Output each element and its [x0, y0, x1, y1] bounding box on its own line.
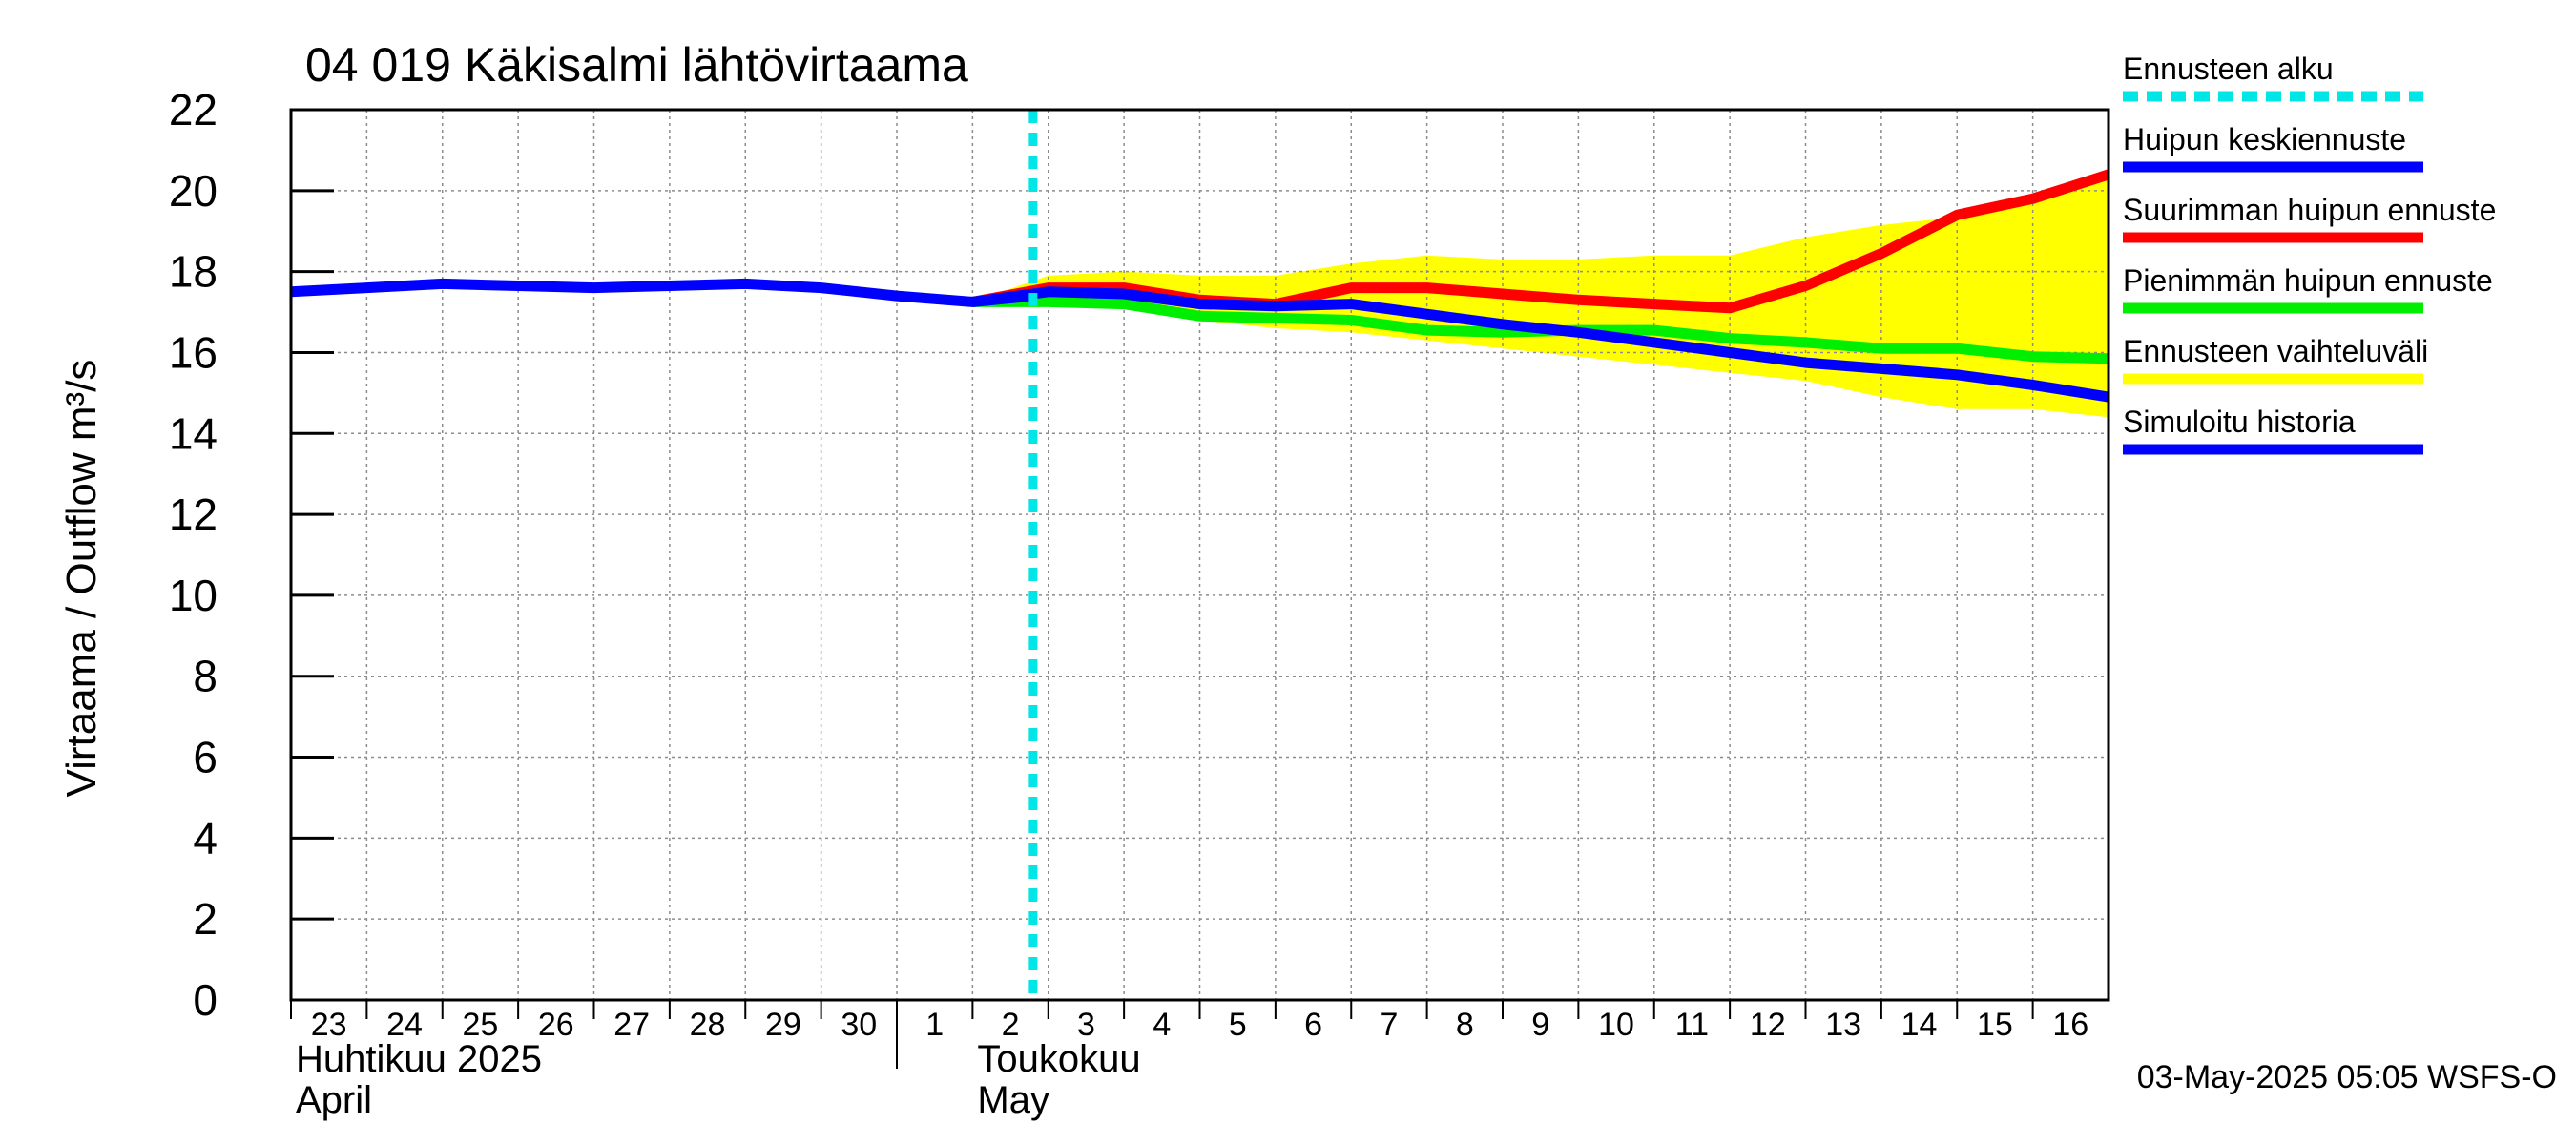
x-tick-label: 24 [386, 1007, 423, 1043]
x-tick-label: 29 [765, 1007, 801, 1043]
month-label-finnish: Toukokuu [977, 1038, 1140, 1080]
y-tick-label: 12 [169, 489, 218, 539]
grid-layer [291, 110, 2109, 1000]
y-tick-label: 22 [169, 85, 218, 135]
x-tick-label: 30 [841, 1007, 877, 1043]
month-label-finnish: Huhtikuu 2025 [296, 1038, 542, 1080]
legend-label: Ennusteen vaihteluväli [2123, 334, 2428, 368]
x-tick-label: 9 [1531, 1007, 1549, 1043]
x-tick-label: 15 [1977, 1007, 2013, 1043]
x-tick-label: 16 [2052, 1007, 2088, 1043]
x-tick-label: 25 [463, 1007, 499, 1043]
legend-label: Suurimman huipun ennuste [2123, 193, 2496, 227]
x-tick-label: 23 [311, 1007, 347, 1043]
x-axis: 23 24 25 26 27 28 29 30 1 2 3 4 5 6 7 8 9 10 11 12 13 14 15 16H… [290, 1000, 2088, 1121]
x-tick-label: 8 [1456, 1007, 1474, 1043]
x-tick-label: 26 [538, 1007, 574, 1043]
x-tick-label: 14 [1901, 1007, 1938, 1043]
x-tick-label: 13 [1825, 1007, 1861, 1043]
x-tick-label: 3 [1077, 1007, 1095, 1043]
chart-title: 04 019 Käkisalmi lähtövirtaama [305, 38, 968, 92]
x-tick-label: 28 [690, 1007, 726, 1043]
y-tick-label: 6 [193, 733, 218, 782]
y-tick-label: 2 [193, 894, 218, 944]
legend-label: Simuloitu historia [2123, 405, 2356, 439]
x-tick-label: 1 [925, 1007, 944, 1043]
y-axis-label: Virtaama / Outflow m³/s [58, 360, 105, 798]
line-layer [290, 110, 2110, 1000]
y-tick-label: 20 [169, 166, 218, 216]
x-tick-label: 6 [1304, 1007, 1322, 1043]
x-tick-label: 7 [1380, 1007, 1398, 1043]
x-tick-label: 12 [1750, 1007, 1786, 1043]
y-tick-label: 10 [169, 571, 218, 620]
y-tick-label: 18 [169, 247, 218, 297]
series-line-huipun-keskiennuste [971, 286, 2109, 403]
y-tick-label: 8 [193, 652, 218, 701]
legend-label: Huipun keskiennuste [2123, 122, 2406, 156]
y-tick-label: 0 [193, 975, 218, 1025]
legend: Ennusteen alku Huipun keskiennuste Suurimm… [2123, 52, 2496, 455]
x-tick-label: 11 [1675, 1007, 1709, 1043]
month-label-english: April [296, 1079, 372, 1121]
x-tick-label: 10 [1598, 1007, 1634, 1043]
series-line-simuloitu-historia [290, 278, 1034, 307]
x-tick-label: 2 [1002, 1007, 1020, 1043]
x-tick-label: 5 [1229, 1007, 1247, 1043]
legend-label: Ennusteen alku [2123, 52, 2334, 86]
footer-timestamp: 03-May-2025 05:05 WSFS-O [2137, 1059, 2557, 1095]
y-tick-label: 4 [193, 813, 218, 863]
x-tick-label: 4 [1153, 1007, 1171, 1043]
y-tick-label: 14 [169, 408, 218, 458]
y-axis: 0 2 4 6 8 10 12 14 16 18 20 22 [169, 85, 334, 1025]
y-tick-label: 16 [169, 327, 218, 377]
x-tick-label: 27 [613, 1007, 650, 1043]
legend-label: Pienimmän huipun ennuste [2123, 263, 2493, 298]
month-label-english: May [977, 1079, 1049, 1121]
